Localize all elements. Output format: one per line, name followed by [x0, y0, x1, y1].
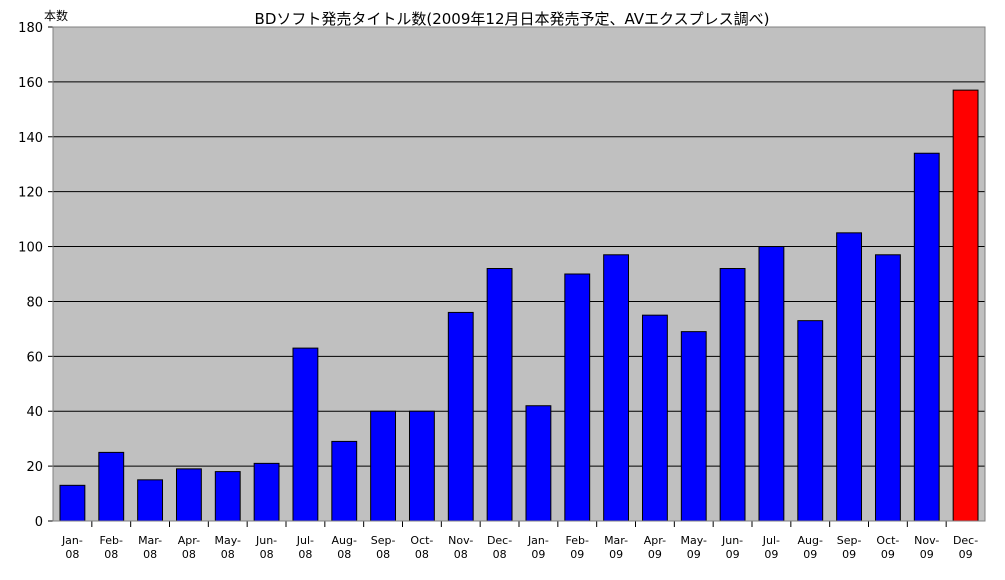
x-tick-label: Sep-09	[837, 534, 862, 561]
bar	[874, 254, 901, 522]
bar	[952, 89, 979, 522]
y-axis-unit-label: 本数	[44, 8, 68, 23]
plot-border	[52, 26, 986, 522]
bar	[758, 246, 785, 522]
bar	[719, 268, 746, 522]
bar	[603, 254, 630, 522]
x-tick-label: Aug-08	[332, 534, 357, 561]
bar	[175, 468, 202, 522]
y-tick-label: 80	[26, 295, 43, 310]
bar	[797, 320, 824, 522]
x-tick-label: Jan-08	[61, 534, 83, 561]
bar	[447, 311, 474, 522]
bar	[408, 410, 435, 522]
chart-title: BDソフト発売タイトル数(2009年12月日本発売予定、AVエクスプレス調べ)	[255, 10, 770, 28]
x-tick-label: Dec-08	[487, 534, 512, 561]
x-tick-label: Feb-08	[100, 534, 123, 561]
bar	[370, 410, 397, 522]
y-tick-labels: 0 20 40 60 80 100 120 140 160 180	[18, 21, 43, 530]
x-tick-label: Apr-09	[644, 534, 666, 561]
bar	[913, 152, 940, 522]
x-tick-label: May-09	[680, 534, 707, 561]
bar	[525, 405, 552, 522]
axes	[48, 26, 986, 527]
x-tick-label: Sep-08	[371, 534, 396, 561]
x-tick-label: Jul-09	[762, 534, 780, 561]
bar	[836, 232, 863, 522]
bar	[137, 479, 164, 522]
bar	[641, 314, 668, 522]
bars	[59, 89, 979, 522]
x-tick-labels: Jan-08 Feb-08 Mar-08 Apr-08 May-08 Jun-08 Jul-…	[61, 534, 978, 561]
y-tick-label: 40	[26, 405, 43, 420]
y-tick-label: 140	[18, 131, 43, 146]
x-tick-label: Feb-09	[566, 534, 589, 561]
x-tick-label: Nov-09	[914, 534, 939, 561]
y-tick-label: 60	[26, 350, 43, 365]
x-tick-label: Jul-08	[296, 534, 314, 561]
bar	[98, 451, 125, 522]
y-tick-label: 20	[26, 460, 43, 475]
plot-area	[53, 27, 985, 521]
y-tick-label: 100	[18, 241, 43, 256]
bar	[214, 471, 241, 522]
x-tick-label: Nov-08	[448, 534, 473, 561]
x-tick-label: Mar-09	[604, 534, 628, 561]
bar	[331, 440, 358, 522]
bar	[486, 268, 513, 522]
x-tick-label: Jan-09	[527, 534, 549, 561]
x-tick-label: Apr-08	[178, 534, 200, 561]
bar	[59, 484, 86, 522]
x-tick-label: Aug-09	[798, 534, 823, 561]
x-tick-label: Jun-09	[721, 534, 743, 561]
x-tick-label: Oct-09	[876, 534, 899, 561]
bar	[253, 462, 280, 522]
y-tick-label: 120	[18, 186, 43, 201]
bar	[292, 347, 319, 522]
x-tick-label: Oct-08	[410, 534, 433, 561]
y-tick-label: 0	[35, 515, 43, 530]
x-tick-label: Dec-09	[953, 534, 978, 561]
x-tick-label: Jun-08	[255, 534, 277, 561]
x-tick-label: May-08	[214, 534, 241, 561]
bar	[680, 331, 707, 522]
y-tick-label: 180	[18, 21, 43, 36]
y-tick-label: 160	[18, 76, 43, 91]
bar	[564, 273, 591, 522]
x-tick-label: Mar-08	[138, 534, 162, 561]
